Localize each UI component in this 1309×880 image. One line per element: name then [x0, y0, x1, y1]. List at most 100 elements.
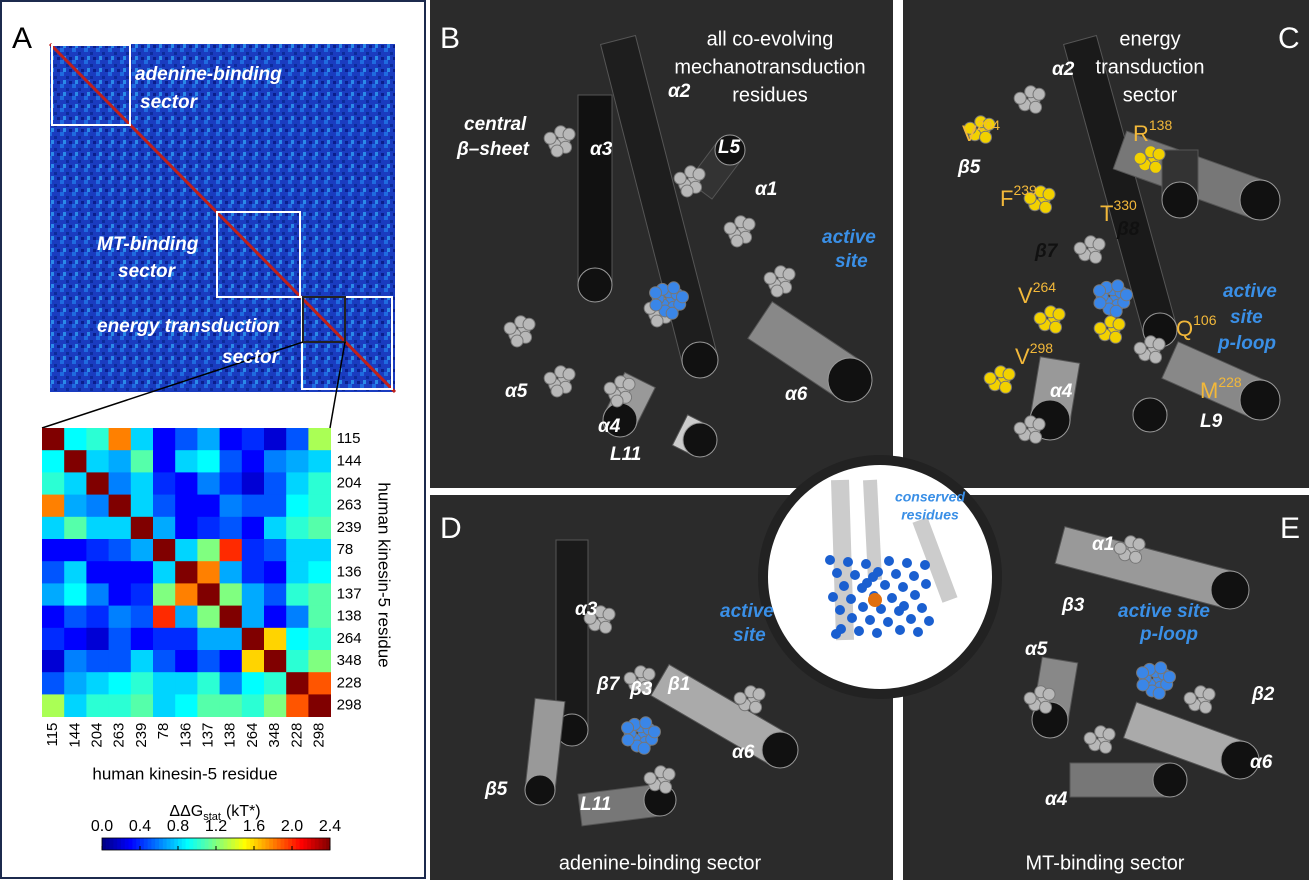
x-tick-label: 263: [111, 723, 128, 748]
colorbar-segment: [106, 838, 110, 850]
inset-residue: [906, 614, 916, 624]
heat-cell: [64, 628, 87, 651]
x-tick-label: 136: [177, 723, 194, 748]
heat-cell: [286, 517, 309, 540]
heat-cell: [197, 428, 220, 451]
y-tick-label: 137: [337, 585, 362, 602]
residue-ball: [1130, 551, 1142, 563]
residue-ball: [603, 608, 615, 620]
heat-cell: [109, 450, 132, 473]
colorbar-segment: [201, 838, 205, 850]
y-tick-label: 348: [337, 652, 362, 669]
heat-cell: [242, 495, 265, 518]
inset-residue: [854, 626, 864, 636]
structure-label: β5: [484, 779, 508, 800]
inset-residue: [917, 603, 927, 613]
colorbar-segment: [159, 838, 163, 850]
inset-residue: [921, 579, 931, 589]
colorbar-segment: [281, 838, 285, 850]
residue-ball: [1034, 312, 1046, 324]
residue-ball: [980, 131, 992, 143]
residue-name: V: [1018, 283, 1033, 308]
structure-label: α1: [755, 179, 777, 200]
inset-residue: [847, 613, 857, 623]
heat-cell: [64, 583, 87, 606]
heat-cell: [153, 606, 176, 629]
structure-label: α6: [732, 742, 755, 763]
structure-label: β8: [1116, 219, 1140, 240]
heat-cell: [175, 539, 198, 562]
heat-cell: [131, 495, 154, 518]
residue-ball: [1153, 687, 1165, 699]
heat-cell: [131, 694, 154, 717]
structure-label: central: [464, 114, 527, 135]
residue-ball: [668, 282, 680, 294]
heat-cell: [64, 694, 87, 717]
heat-cell: [242, 561, 265, 584]
heat-cell: [286, 495, 309, 518]
sector-label: sector: [140, 92, 199, 113]
page-body: { "panel_a": {"label": "A", "sectors": […: [0, 0, 1309, 880]
panel-title: residues: [732, 84, 808, 106]
colorbar-segment: [170, 838, 174, 850]
residue-ball: [660, 781, 672, 793]
residue-ball: [1093, 238, 1105, 250]
heat-cell: [220, 606, 243, 629]
heat-cell: [242, 694, 265, 717]
residue-ball: [1134, 342, 1146, 354]
heat-cell: [197, 606, 220, 629]
y-axis-label: human kinesin-5 residue: [375, 482, 394, 667]
residue-name: V: [1015, 344, 1030, 369]
figure: A adenine-binding sector MT-binding sect…: [0, 0, 1309, 880]
residue-ball: [1050, 321, 1062, 333]
residue-ball: [544, 372, 556, 384]
residue-ball: [1110, 331, 1122, 343]
heat-cell: [86, 694, 109, 717]
panel-caption: MT-binding sector: [1026, 852, 1185, 874]
heat-cell: [109, 628, 132, 651]
colorbar-tick-label: 1.6: [243, 818, 265, 835]
residue-ball: [771, 285, 783, 297]
heat-cell: [242, 539, 265, 562]
inset-residue: [872, 628, 882, 638]
residue-ball: [1094, 297, 1106, 309]
residue-ball: [1030, 101, 1042, 113]
x-tick-label: 138: [222, 723, 239, 748]
residue-name: M: [1200, 378, 1218, 403]
panel-title: mechanotransduction: [674, 56, 865, 78]
heat-cell: [153, 650, 176, 673]
x-tick-label: 298: [310, 723, 327, 748]
residue-ball: [1100, 741, 1112, 753]
heat-cell: [220, 650, 243, 673]
structure-label: α5: [505, 381, 528, 402]
heat-cell: [197, 495, 220, 518]
inset-residue: [839, 581, 849, 591]
residue-ball: [551, 385, 563, 397]
residue-ball: [640, 717, 652, 729]
inset-residue: [850, 570, 860, 580]
heat-cell: [286, 650, 309, 673]
residue-ball: [783, 268, 795, 280]
panel-label: D: [440, 512, 462, 545]
heat-cell: [153, 583, 176, 606]
heat-cell: [308, 606, 331, 629]
residue-ball: [1003, 368, 1015, 380]
residue-name: Q: [1176, 316, 1193, 341]
residue-ball: [1203, 688, 1215, 700]
heat-cell: [153, 628, 176, 651]
heat-cell: [264, 517, 287, 540]
heat-cell: [175, 694, 198, 717]
residue-ball: [750, 701, 762, 713]
residue-ball: [693, 168, 705, 180]
colorbar-segment: [235, 838, 239, 850]
inset-residue: [835, 605, 845, 615]
colorbar-segment: [216, 838, 220, 850]
colorbar-segment: [163, 838, 167, 850]
active-site-label: p-loop: [1139, 624, 1198, 645]
heat-cell: [64, 672, 87, 695]
inset-residue: [910, 590, 920, 600]
residue-ball: [666, 307, 678, 319]
heat-cell: [86, 539, 109, 562]
heat-cell: [109, 539, 132, 562]
residue-ball: [984, 372, 996, 384]
